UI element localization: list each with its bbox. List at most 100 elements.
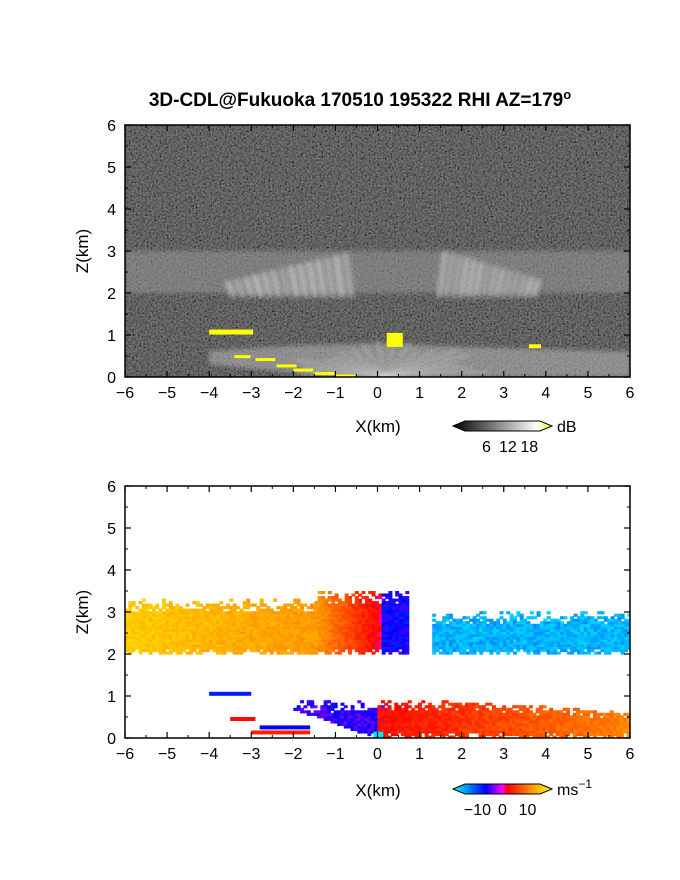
velocity-cell (131, 601, 136, 605)
velocity-cell (572, 733, 577, 737)
velocity-cell (125, 611, 129, 615)
velocity-cell (226, 649, 230, 653)
velocity-cell (462, 649, 467, 653)
velocity-cell (624, 621, 629, 625)
velocity-cell (559, 735, 564, 738)
velocity-cell (290, 616, 294, 620)
velocity-cell (478, 730, 483, 734)
velocity-cell (364, 649, 369, 653)
velocity-cell (609, 712, 614, 716)
velocity-cell (371, 646, 376, 650)
velocity-cell (371, 616, 376, 620)
velocity-cell (492, 725, 496, 729)
velocity-cell (468, 722, 473, 727)
velocity-cell (586, 715, 591, 719)
velocity-cell (434, 712, 439, 716)
velocity-cell (324, 623, 329, 627)
velocity-cell (553, 631, 558, 635)
velocity-cell (377, 717, 382, 721)
velocity-cell (334, 613, 339, 617)
velocity-cell (627, 623, 630, 627)
velocity-cell (563, 633, 568, 637)
velocity-cell (593, 631, 598, 635)
velocity-cell (324, 631, 329, 635)
velocity-cell (461, 733, 466, 737)
velocity-cell (236, 613, 241, 617)
velocity-cell (461, 725, 466, 729)
velocity-cell (364, 722, 368, 727)
velocity-cell (455, 633, 460, 637)
velocity-cell (296, 707, 301, 711)
velocity-cell (515, 730, 520, 734)
velocity-cell (445, 623, 450, 627)
velocity-cell (388, 651, 393, 655)
velocity-cell (489, 626, 494, 630)
velocity-cell (128, 643, 133, 648)
velocity-cell (189, 621, 193, 625)
velocity-cell (151, 643, 156, 648)
velocity-cell (414, 710, 419, 714)
velocity-cell (486, 631, 491, 635)
velocity-cell (519, 641, 524, 645)
velocity-cell (502, 705, 507, 709)
velocity-cell (488, 720, 493, 724)
velocity-cell (529, 649, 534, 653)
velocity-cell (300, 636, 305, 640)
velocity-cell (330, 720, 335, 724)
velocity-cell (344, 608, 349, 612)
wedge-ray (314, 259, 328, 298)
velocity-cell (529, 646, 534, 650)
velocity-cell (533, 626, 538, 630)
velocity-cell (583, 638, 588, 643)
velocity-cell (195, 633, 200, 637)
velocity-cell (405, 591, 410, 595)
velocity-cell (306, 631, 311, 635)
velocity-cell (516, 623, 521, 627)
velocity-cell (168, 603, 173, 607)
velocity-cell (529, 611, 534, 615)
velocity-cell (469, 638, 474, 643)
velocity-cell (358, 633, 363, 637)
velocity-x-label: X(km) (355, 781, 400, 800)
velocity-cell (593, 715, 597, 719)
velocity-cell (185, 641, 190, 645)
velocity-cell (337, 623, 342, 627)
velocity-cell (256, 618, 261, 622)
velocity-cell (599, 733, 604, 737)
velocity-cell (449, 623, 453, 627)
velocity-cell (526, 626, 531, 630)
velocity-cell (555, 712, 560, 716)
velocity-cell (519, 631, 524, 635)
velocity-cell (451, 720, 456, 724)
velocity-cell (358, 621, 363, 625)
velocity-cell (381, 616, 386, 620)
velocity-cell (348, 638, 352, 643)
velocity-cell (451, 717, 456, 721)
velocity-cell (337, 633, 342, 637)
velocity-cell (273, 636, 278, 640)
velocity-cell (587, 616, 592, 620)
velocity-cell (135, 631, 140, 635)
velocity-cell (209, 618, 214, 622)
velocity-cell (476, 623, 480, 627)
velocity-cell (475, 727, 480, 732)
velocity-cell (266, 649, 271, 653)
velocity-cell (172, 608, 177, 612)
velocity-cell (364, 725, 368, 729)
velocity-cell (523, 649, 528, 653)
velocity-cell (381, 649, 386, 653)
velocity-cell (502, 641, 507, 645)
velocity-cell (391, 601, 396, 605)
velocity-cell (321, 626, 326, 630)
velocity-cell (324, 641, 329, 645)
velocity-cell (310, 638, 315, 643)
velocity-cell (461, 720, 466, 724)
velocity-cell (286, 623, 291, 627)
velocity-cell (492, 720, 496, 724)
velocity-cell (566, 626, 571, 630)
velocity-cell (516, 626, 521, 630)
velocity-cell (603, 717, 608, 721)
velocity-cell (502, 730, 507, 734)
velocity-cell (465, 626, 470, 630)
velocity-cell (525, 735, 530, 738)
